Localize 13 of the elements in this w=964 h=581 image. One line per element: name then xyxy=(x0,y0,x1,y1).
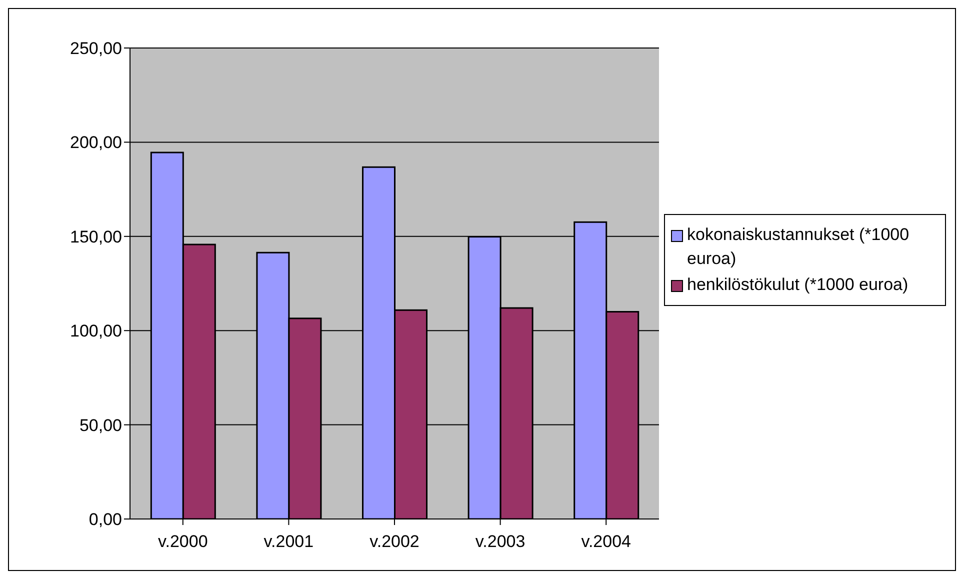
x-tick-label: v.2002 xyxy=(370,532,420,552)
legend-label: henkilöstökulut (*1000 euroa) xyxy=(687,274,908,296)
x-tick-label: v.2000 xyxy=(158,532,208,552)
y-tick-label: 200,00 xyxy=(70,133,122,152)
y-tick-label: 150,00 xyxy=(70,227,122,246)
x-tick-label: v.2001 xyxy=(264,532,314,552)
y-tick-label: 50,00 xyxy=(79,416,122,435)
y-tick-label: 100,00 xyxy=(70,322,122,341)
y-tick-label: 0,00 xyxy=(88,510,122,530)
legend-label: kokonaiskustannukset (*1000 euroa) xyxy=(687,224,910,270)
x-tick-label: v.2003 xyxy=(475,532,526,552)
x-tick-label: v.2004 xyxy=(581,532,631,552)
y-tick-label: 250,00 xyxy=(70,39,122,58)
